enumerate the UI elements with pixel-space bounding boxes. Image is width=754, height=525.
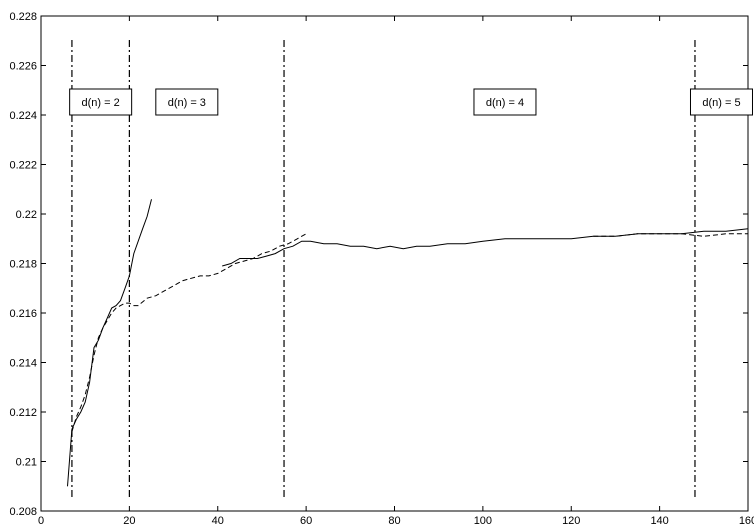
region-boundaries — [71, 40, 696, 497]
region-label: d(n) = 3 — [168, 97, 206, 109]
region-label: d(n) = 2 — [82, 97, 120, 109]
region-label-box — [155, 88, 219, 116]
y-tick-label: 0.212 — [9, 407, 37, 419]
y-tick-label: 0.216 — [9, 308, 37, 320]
region-label-box — [689, 88, 753, 116]
y-tick-label: 0.228 — [9, 11, 37, 23]
series-line-2 — [71, 233, 307, 432]
y-tick-label: 0.22 — [16, 209, 37, 221]
region-label: d(n) = 5 — [702, 97, 740, 109]
region-label-box — [69, 88, 133, 116]
y-tick-label: 0.224 — [9, 110, 37, 122]
y-tick-label: 0.208 — [9, 506, 37, 518]
x-tick-label: 0 — [38, 515, 44, 525]
series-line-1 — [67, 199, 152, 487]
x-axis: 0 20 40 60 80 100 120 140 160 — [38, 16, 754, 525]
x-tick-label: 140 — [650, 515, 668, 525]
series-group — [67, 199, 749, 487]
series-line-4 — [593, 233, 748, 237]
x-tick-label: 120 — [562, 515, 580, 525]
y-tick-label: 0.214 — [9, 358, 37, 370]
plot-frame — [40, 15, 749, 512]
x-tick-label: 160 — [739, 515, 754, 525]
y-tick-label: 0.218 — [9, 259, 37, 271]
y-axis: 0.208 0.21 0.212 0.214 0.216 0.218 0.22 0.222 0.… — [9, 11, 748, 518]
x-tick-label: 60 — [300, 515, 312, 525]
x-tick-label: 20 — [123, 515, 135, 525]
y-tick-label: 0.21 — [16, 457, 37, 469]
region-label-box — [473, 88, 537, 116]
y-tick-label: 0.226 — [9, 61, 37, 73]
x-tick-label: 100 — [474, 515, 492, 525]
x-tick-label: 80 — [388, 515, 400, 525]
series-line-3 — [222, 228, 749, 267]
y-tick-label: 0.222 — [9, 160, 37, 172]
region-labels: d(n) = 2 d(n) = 3 d(n) = 4 d(n) = 5 — [69, 88, 753, 116]
x-tick-label: 40 — [212, 515, 224, 525]
region-label: d(n) = 4 — [486, 97, 524, 109]
